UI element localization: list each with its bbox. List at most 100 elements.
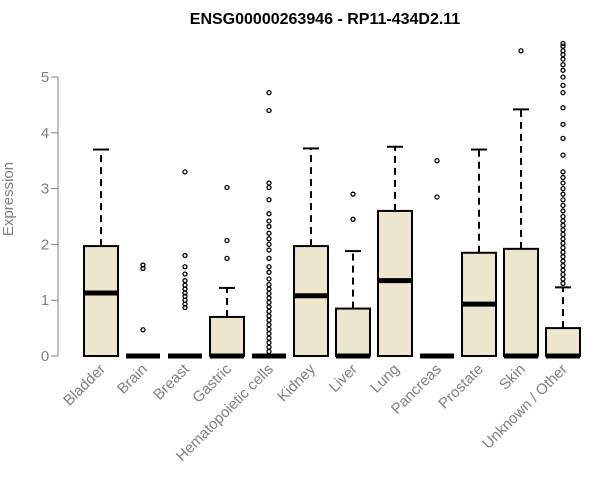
outlier-point: [266, 276, 272, 282]
outlier-point: [560, 280, 566, 287]
outlier-point: [224, 237, 230, 244]
outlier-point: [266, 286, 272, 292]
outlier-point: [560, 89, 566, 96]
outlier-point: [266, 269, 272, 275]
outlier-point: [266, 247, 272, 253]
box-breast: [168, 169, 202, 359]
outlier-point: [266, 295, 272, 301]
outlier-point: [560, 267, 566, 273]
outlier-point: [266, 218, 272, 224]
outlier-point: [560, 249, 566, 255]
outlier-point: [560, 105, 566, 111]
outlier-point: [266, 322, 272, 328]
outlier-point: [266, 299, 272, 306]
outlier-point: [560, 222, 566, 229]
x-tick-label: Brain: [114, 361, 151, 398]
outlier-point: [266, 180, 272, 186]
outlier-point: [434, 194, 440, 200]
x-tick-label: Bladder: [60, 361, 109, 410]
box-bladder: [83, 148, 119, 358]
outlier-point: [182, 304, 188, 311]
box-iqr: [83, 245, 119, 358]
outlier-point: [560, 218, 566, 224]
outlier-point: [350, 191, 356, 197]
box-gastric: [209, 184, 245, 359]
outlier-point: [266, 335, 272, 341]
y-tick-label: 5: [41, 69, 49, 86]
x-tick-label: Skin: [496, 361, 529, 394]
outlier-point: [266, 89, 272, 96]
box-pancreas: [420, 158, 454, 359]
outlier-point: [560, 121, 566, 128]
outlier-point: [560, 48, 566, 54]
outlier-point: [266, 223, 272, 230]
box-iqr: [209, 315, 245, 358]
box-iqr: [503, 247, 539, 357]
box-iqr: [377, 209, 413, 357]
outlier-point: [266, 255, 272, 262]
x-tick-label: Kidney: [274, 360, 319, 405]
y-tick-label: 1: [41, 292, 49, 309]
outlier-point: [560, 202, 566, 208]
outlier-point: [266, 264, 272, 270]
outlier-point: [560, 82, 566, 89]
outlier-point: [560, 254, 566, 260]
outlier-point: [266, 331, 272, 337]
outlier-point: [266, 326, 272, 332]
outlier-point: [140, 262, 146, 268]
outlier-point: [560, 185, 566, 192]
outlier-point: [224, 184, 230, 191]
box-lung: [377, 145, 413, 357]
outlier-point: [182, 278, 188, 284]
outlier-point: [266, 348, 272, 355]
y-axis-label: Expression: [0, 162, 17, 236]
box-iqr: [335, 307, 371, 358]
y-tick-label: 2: [41, 236, 49, 253]
outlier-point: [182, 252, 188, 259]
outlier-point: [560, 180, 566, 186]
outlier-point: [266, 107, 272, 114]
outlier-point: [182, 169, 188, 175]
x-tick-label: Liver: [326, 361, 361, 396]
box-prostate: [461, 148, 497, 358]
box-iqr: [545, 327, 581, 358]
box-brain: [126, 262, 160, 359]
outlier-point: [560, 56, 566, 62]
outlier-point: [266, 304, 272, 310]
outlier-point: [560, 62, 566, 68]
outlier-point: [266, 290, 272, 297]
outlier-point: [560, 43, 566, 49]
box-unknown-other: [545, 40, 581, 359]
outlier-point: [140, 265, 146, 272]
outlier-point: [560, 67, 566, 73]
outlier-point: [518, 48, 524, 54]
outlier-point: [350, 216, 356, 222]
y-tick-label: 0: [41, 348, 49, 365]
x-tick-label: Prostate: [435, 361, 487, 413]
outlier-point: [266, 313, 272, 319]
outlier-point: [560, 208, 566, 214]
box-hematopoietic-cells: [252, 89, 286, 359]
outlier-point: [560, 236, 566, 242]
outlier-point: [266, 241, 272, 248]
outlier-point: [266, 339, 272, 346]
outlier-point: [560, 174, 566, 181]
outlier-point: [266, 211, 272, 217]
outlier-point: [560, 258, 566, 264]
outlier-point: [560, 276, 566, 282]
outlier-point: [560, 74, 566, 80]
outlier-point: [266, 344, 272, 350]
outlier-point: [140, 327, 146, 333]
box-skin: [503, 48, 539, 359]
outlier-point: [182, 293, 188, 299]
outlier-point: [560, 231, 566, 238]
outlier-point: [266, 317, 272, 323]
y-axis: 0 1 2 3 4 5: [41, 69, 59, 365]
outlier-point: [266, 230, 272, 236]
outlier-point: [560, 191, 566, 197]
outlier-point: [266, 184, 272, 191]
outlier-point: [182, 271, 188, 277]
outlier-point: [560, 271, 566, 278]
chart-title: ENSG00000263946 - RP11-434D2.11: [190, 11, 461, 28]
